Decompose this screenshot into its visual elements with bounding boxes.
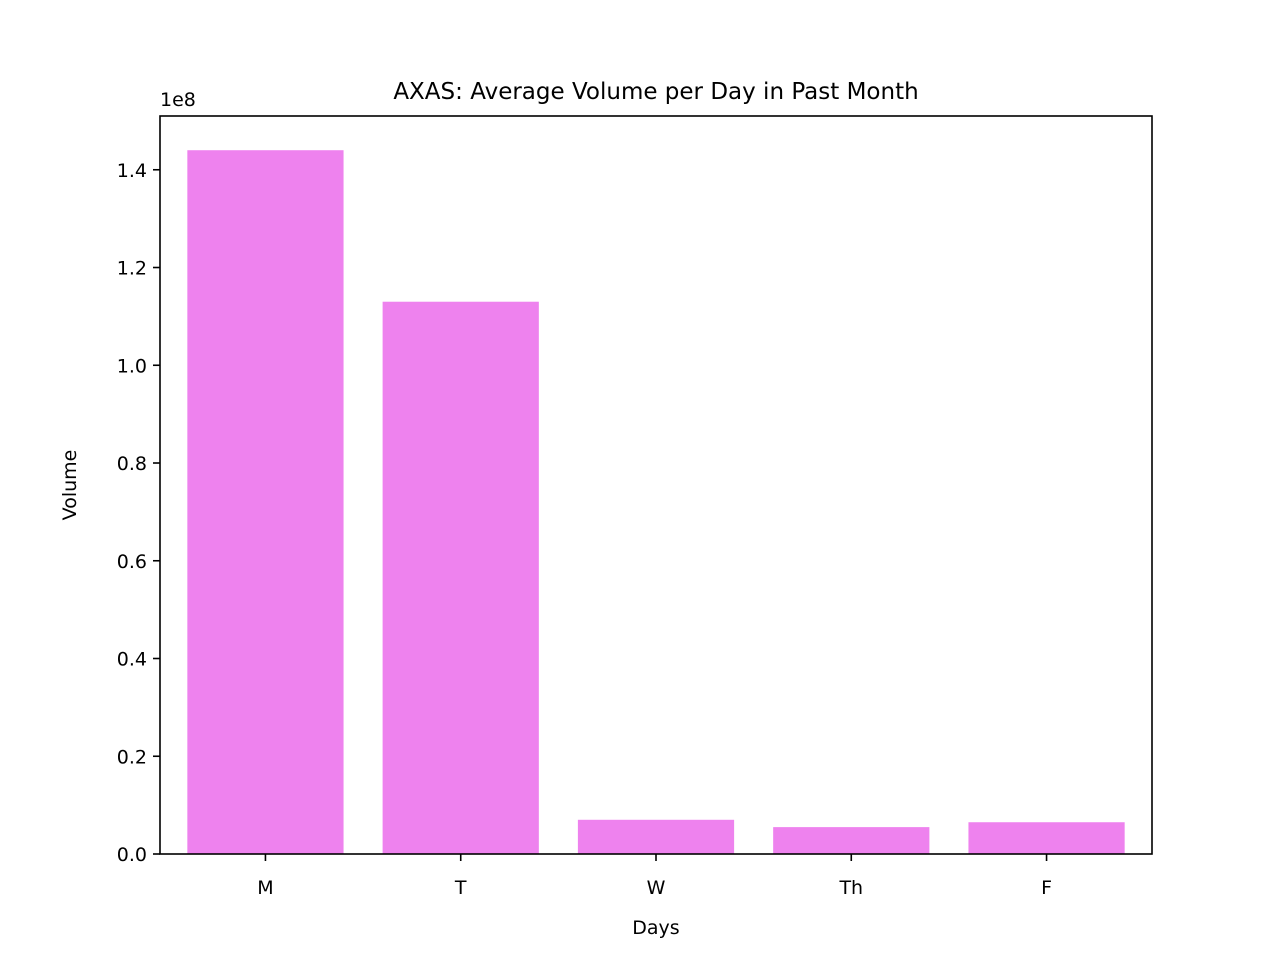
y-axis-offset-label: 1e8	[160, 89, 196, 111]
bar-t	[382, 301, 539, 854]
x-tick-label-f: F	[1041, 877, 1052, 899]
bar-f	[968, 822, 1125, 854]
bar-th	[773, 827, 930, 854]
y-tick-label: 1.0	[117, 355, 147, 377]
y-tick-label: 1.4	[117, 160, 147, 182]
x-axis-ticks: M T W Th F	[257, 854, 1052, 899]
x-tick-label-t: T	[454, 877, 467, 899]
y-axis-ticks: 0.0 0.2 0.4 0.6 0.8 1.0 1.2 1.4	[117, 160, 160, 866]
y-tick-label: 0.6	[117, 551, 147, 573]
bar-m	[187, 150, 344, 854]
bars-group	[187, 150, 1125, 854]
bar-w	[577, 819, 735, 854]
y-axis-label: Volume	[59, 450, 81, 521]
x-tick-label-m: M	[257, 877, 273, 899]
chart-title: AXAS: Average Volume per Day in Past Mon…	[393, 79, 918, 105]
y-tick-label: 0.2	[117, 746, 147, 768]
x-tick-label-th: Th	[838, 877, 863, 899]
y-tick-label: 0.8	[117, 453, 147, 475]
plot-frame	[159, 115, 1153, 855]
y-tick-label: 0.4	[117, 649, 147, 671]
y-tick-label: 0.0	[117, 844, 147, 866]
x-axis-label: Days	[632, 917, 679, 939]
x-tick-label-w: W	[647, 877, 666, 899]
y-tick-label: 1.2	[117, 258, 147, 280]
